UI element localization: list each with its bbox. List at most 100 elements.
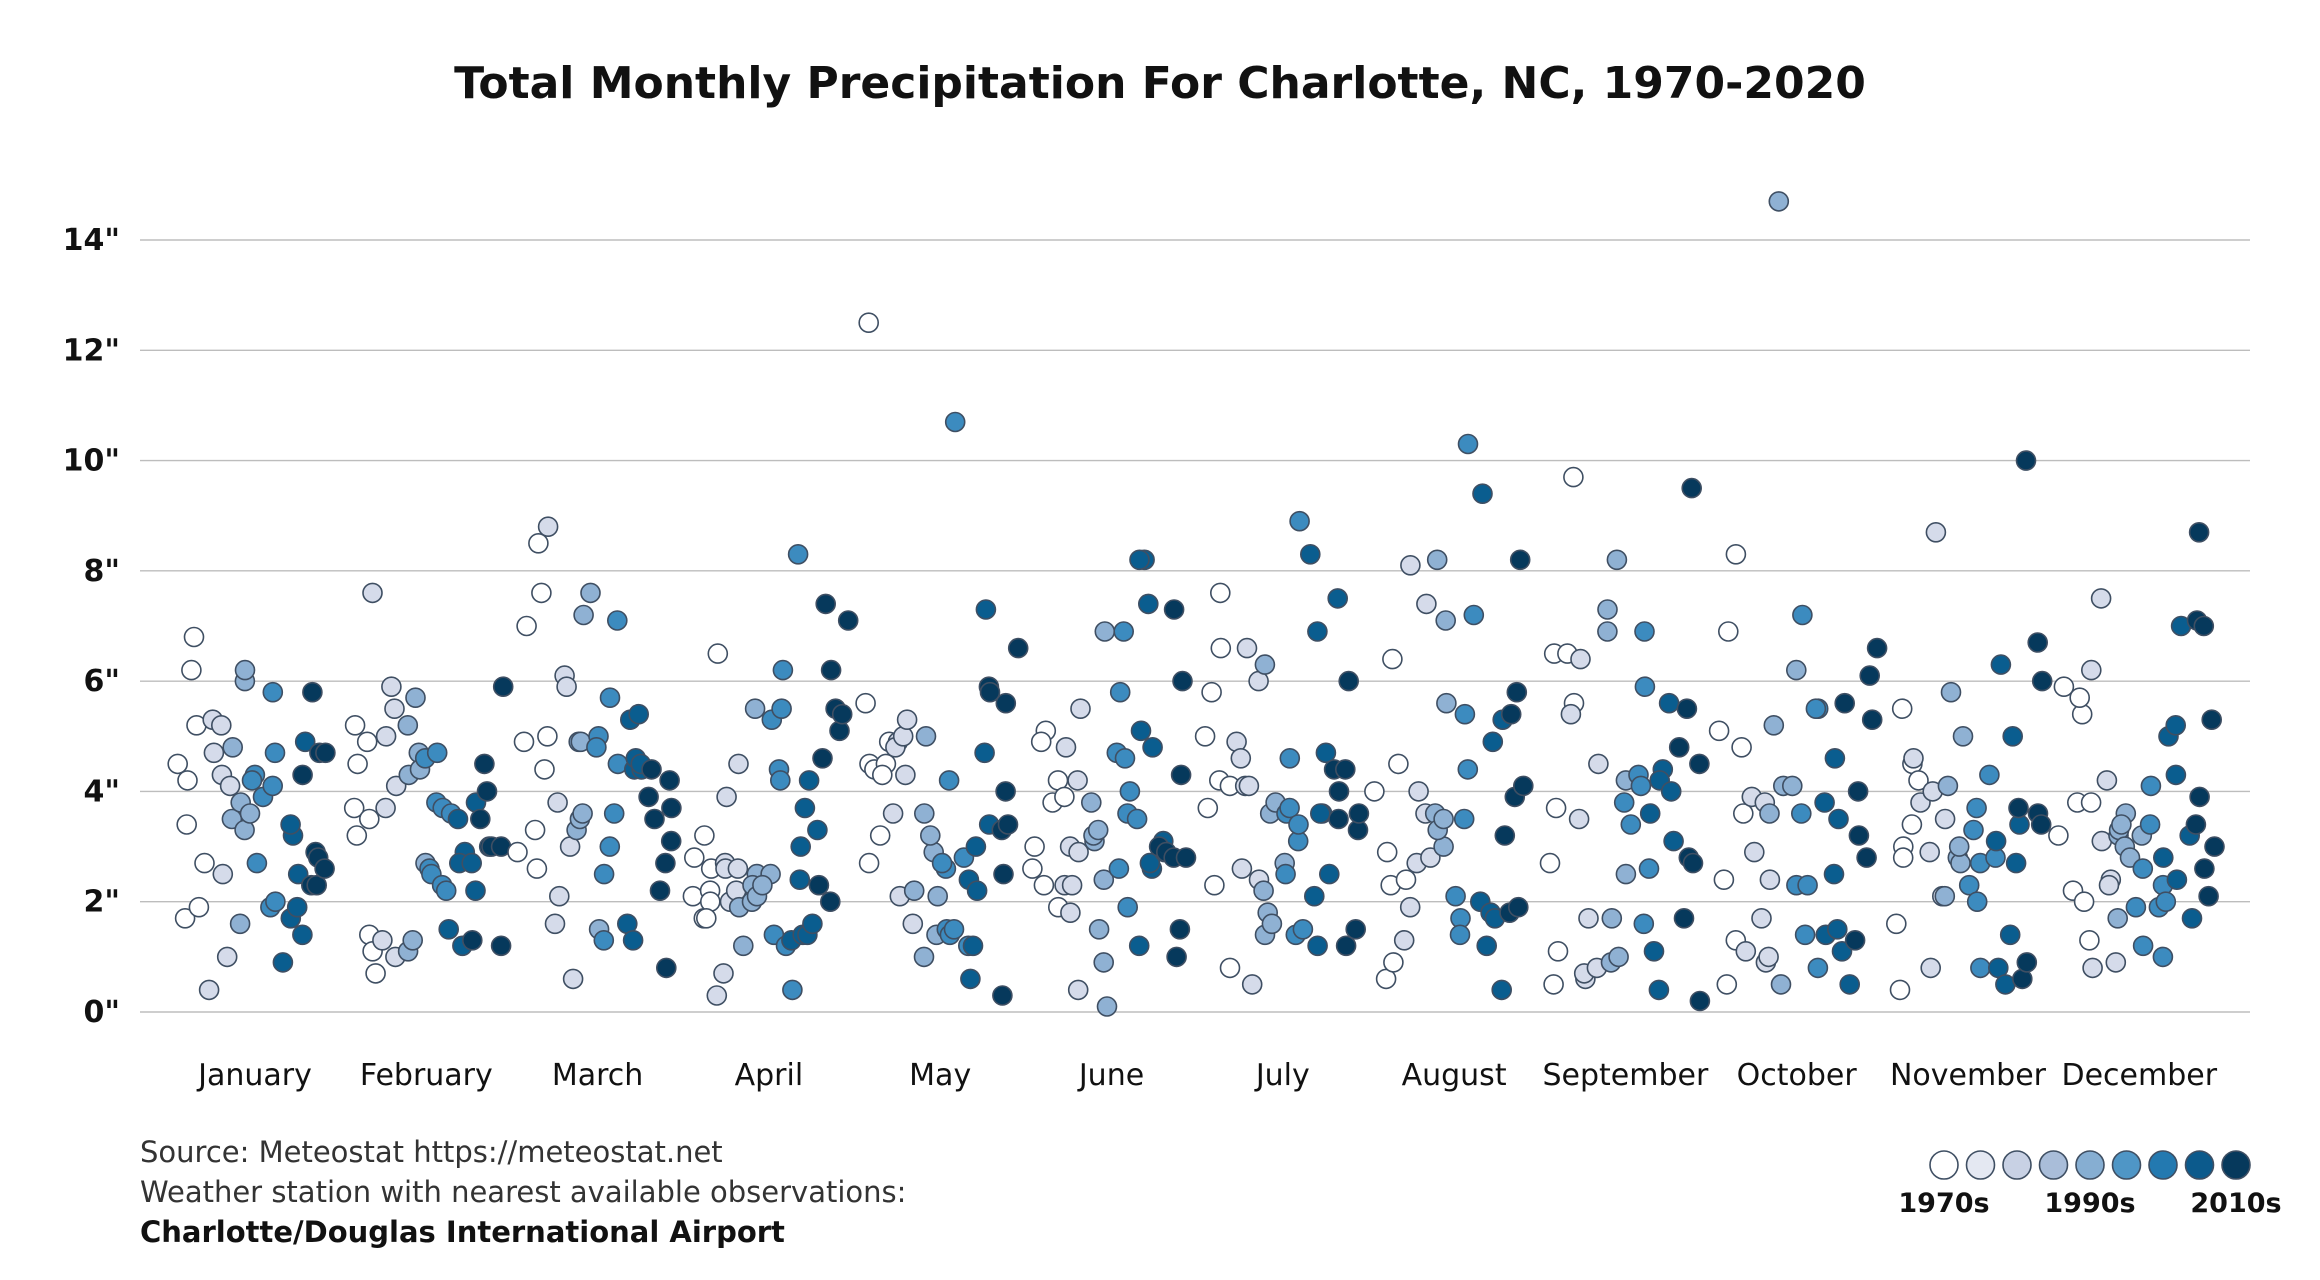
data-point-september xyxy=(1638,858,1660,879)
data-point-february xyxy=(347,753,368,775)
data-point-august xyxy=(1508,896,1529,918)
legend-swatch xyxy=(2148,1150,2178,1180)
data-point-november xyxy=(2002,725,2023,747)
data-point-january xyxy=(286,896,308,918)
y-axis-ticks: 0" 2" 4" 6" 8" 10" 12" 14" xyxy=(63,223,120,1030)
data-point-december xyxy=(2165,714,2186,736)
data-point-june xyxy=(1163,599,1185,620)
data-point-october xyxy=(1782,775,1803,797)
data-point-august xyxy=(1476,935,1497,957)
data-point-october xyxy=(1839,974,1860,995)
data-point-may xyxy=(938,770,960,791)
data-point-september xyxy=(1578,907,1599,929)
data-point-june xyxy=(1126,808,1148,830)
data-point-march xyxy=(516,615,537,637)
data-point-june xyxy=(1170,764,1192,786)
data-point-february xyxy=(384,698,405,720)
data-point-september xyxy=(1568,808,1590,830)
data-point-june xyxy=(1081,792,1102,813)
data-point-november xyxy=(1985,830,2007,852)
data-point-august xyxy=(1436,692,1457,714)
data-point-march xyxy=(548,885,570,907)
data-point-january xyxy=(292,924,313,946)
data-point-november xyxy=(1934,808,1956,830)
data-point-september xyxy=(1682,852,1704,874)
data-point-february xyxy=(461,929,483,951)
data-point-september xyxy=(1570,648,1591,670)
data-point-october xyxy=(1831,940,1853,962)
data-point-january xyxy=(167,753,188,775)
data-point-april xyxy=(831,703,853,725)
data-point-august xyxy=(1388,753,1409,775)
data-point-may xyxy=(913,803,935,824)
data-point-july xyxy=(1254,654,1276,675)
data-point-june xyxy=(1094,621,1116,642)
data-point-may xyxy=(895,764,916,786)
data-point-february xyxy=(365,963,386,984)
data-point-january xyxy=(272,952,294,973)
data-point-september xyxy=(1676,698,1698,720)
data-point-september xyxy=(1668,736,1690,758)
data-point-august xyxy=(1457,759,1479,780)
data-point-july xyxy=(1345,918,1366,940)
data-point-july xyxy=(1288,814,1309,835)
x-tick-label-august: August xyxy=(1402,1058,1507,1093)
data-points xyxy=(167,191,2225,1017)
y-tick-label: 12" xyxy=(63,333,120,368)
data-point-september xyxy=(1597,599,1618,620)
data-point-april xyxy=(819,891,841,913)
data-point-september xyxy=(1597,621,1618,642)
data-point-september xyxy=(1608,946,1629,968)
data-point-april xyxy=(837,610,859,631)
data-point-january xyxy=(222,736,243,758)
data-point-july xyxy=(1231,858,1253,879)
data-point-december xyxy=(2165,764,2187,786)
data-point-june xyxy=(1139,852,1161,874)
data-point-january xyxy=(292,764,313,786)
data-point-october xyxy=(1827,918,1848,940)
data-point-august xyxy=(1453,808,1475,830)
data-point-june xyxy=(1067,979,1089,1001)
station-note: Weather station with nearest available o… xyxy=(140,1175,906,1209)
data-point-january xyxy=(188,896,210,918)
data-point-november xyxy=(1920,957,1941,979)
data-point-april xyxy=(683,847,705,868)
data-point-september xyxy=(1658,692,1680,714)
data-point-november xyxy=(1901,814,1923,835)
data-point-may xyxy=(944,411,966,433)
data-point-january xyxy=(294,731,316,753)
data-point-october xyxy=(1759,803,1780,824)
data-point-june xyxy=(1068,841,1089,863)
data-point-march xyxy=(661,797,682,819)
data-point-december xyxy=(2081,659,2102,681)
data-point-october xyxy=(1859,665,1880,686)
data-point-august xyxy=(1457,433,1479,455)
data-point-december xyxy=(2105,952,2127,973)
data-point-december xyxy=(2166,869,2188,891)
legend-swatch xyxy=(2038,1150,2069,1180)
data-point-march xyxy=(593,863,615,885)
data-point-april xyxy=(707,643,729,664)
x-tick-label-may: May xyxy=(909,1058,971,1093)
data-point-december xyxy=(2155,891,2177,913)
data-point-october xyxy=(1856,847,1877,868)
data-point-august xyxy=(1506,681,1528,703)
data-point-january xyxy=(212,863,234,885)
data-point-october xyxy=(1792,604,1813,626)
data-point-july xyxy=(1253,880,1274,902)
data-point-february xyxy=(469,808,491,830)
data-point-march xyxy=(649,880,671,902)
data-point-november xyxy=(1995,974,2016,995)
data-point-august xyxy=(1509,549,1531,571)
data-point-december xyxy=(2111,814,2132,835)
data-point-january xyxy=(280,814,301,835)
y-tick-label: 2" xyxy=(83,885,120,920)
data-point-november xyxy=(1903,747,1924,769)
data-point-february xyxy=(375,797,396,819)
data-point-october xyxy=(1834,692,1855,714)
data-point-december xyxy=(2188,521,2210,543)
data-point-december xyxy=(2107,907,2128,929)
data-point-february xyxy=(405,687,426,709)
data-point-october xyxy=(1713,869,1735,891)
data-point-december xyxy=(2198,885,2219,907)
